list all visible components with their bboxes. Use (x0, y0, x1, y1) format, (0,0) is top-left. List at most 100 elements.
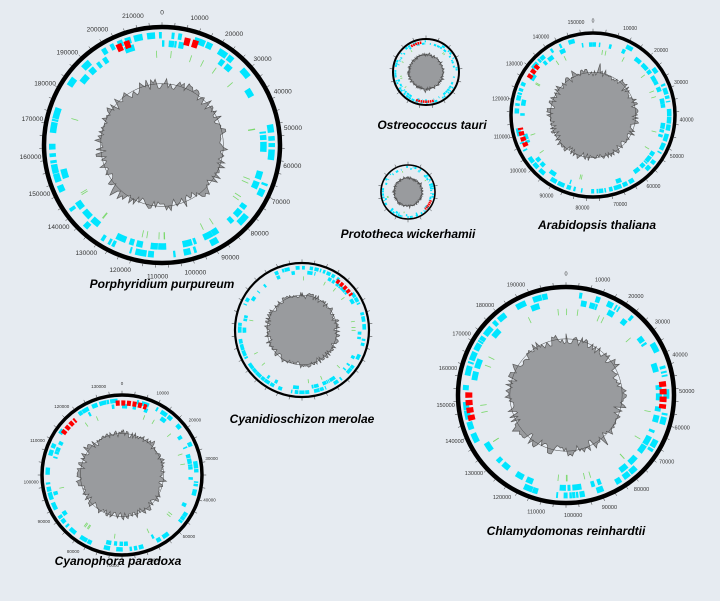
tick-label: 150000 (29, 191, 51, 198)
trna-mark (425, 180, 426, 181)
tick-mark (276, 394, 277, 396)
inverted-repeat (469, 392, 472, 421)
tick-mark (74, 229, 76, 231)
trna-mark (635, 436, 641, 439)
tick-mark (65, 219, 67, 221)
trna-mark (167, 434, 171, 437)
gene-block (597, 481, 601, 482)
tick-label: 110000 (527, 510, 545, 516)
gene-block (195, 461, 196, 468)
gene-block (523, 100, 524, 106)
trna-mark (180, 464, 185, 465)
gene-block (540, 170, 545, 174)
gene-block (183, 503, 185, 506)
gene-block (271, 150, 272, 160)
gene-block (623, 473, 629, 477)
tick-label: 130000 (506, 61, 523, 67)
gene-block (212, 230, 218, 233)
gene-block (98, 64, 101, 66)
tick-mark (244, 55, 246, 57)
trna-mark (321, 376, 323, 380)
tick-mark (661, 339, 663, 340)
tick-mark (273, 97, 275, 98)
trna-mark (540, 150, 544, 153)
trna-mark (142, 230, 143, 237)
gene-block (63, 511, 66, 515)
trna-mark (626, 338, 631, 342)
tick-mark (512, 86, 514, 87)
gene-block (69, 79, 74, 86)
gene-block (424, 175, 425, 177)
tick-mark (573, 197, 574, 199)
gene-block (412, 99, 415, 100)
tick-mark (459, 81, 461, 82)
gene-block (469, 422, 471, 430)
tick-label: 130000 (465, 471, 483, 477)
tick-mark (348, 278, 350, 280)
gene-block (139, 546, 144, 547)
tick-mark (660, 63, 662, 65)
tick-mark (378, 198, 380, 199)
tick-mark (257, 219, 259, 221)
gene-block (323, 271, 325, 272)
trna-mark (649, 91, 654, 93)
tick-label: 40000 (672, 352, 687, 358)
trna-mark (622, 57, 624, 61)
tick-mark (407, 101, 408, 103)
tick-label: 40000 (203, 498, 216, 503)
gene-block (55, 491, 56, 495)
trna-mark (254, 352, 258, 354)
gene-block (332, 281, 334, 283)
tick-mark (100, 39, 101, 41)
gene-block (498, 458, 501, 461)
tick-label: 30000 (674, 80, 688, 86)
tick-mark (327, 264, 328, 266)
tick-mark (254, 278, 256, 280)
gene-block (219, 61, 223, 64)
gene-block (442, 46, 445, 48)
gene-block (533, 298, 542, 301)
gene-block (499, 315, 506, 321)
gene-block (485, 328, 491, 336)
tick-mark (111, 33, 112, 35)
gene-block (642, 64, 647, 69)
gc-skew-profile (547, 63, 639, 160)
tick-mark (264, 209, 266, 210)
label-prototheca: Prototheca wickerhamii (341, 227, 476, 241)
gene-block (542, 296, 547, 297)
tick-label: 90000 (602, 505, 617, 511)
gene-block (390, 174, 391, 175)
tick-mark (170, 541, 171, 543)
tick-label: 0 (160, 10, 164, 17)
tick-mark (540, 285, 541, 287)
gene-block (259, 189, 262, 196)
trna-mark (577, 309, 578, 315)
gene-block (206, 45, 212, 48)
gene-block (407, 93, 409, 95)
gene-block (241, 344, 243, 350)
gene-block (651, 152, 654, 156)
tick-label: 190000 (56, 50, 78, 57)
gene-block (522, 142, 523, 143)
gene-block (449, 88, 450, 89)
gene-block (404, 53, 405, 54)
gene-block (447, 89, 449, 91)
gene-block (652, 343, 657, 352)
tick-mark (47, 512, 49, 513)
tick-mark (58, 209, 60, 210)
gene-block (406, 95, 408, 97)
tick-mark (515, 494, 516, 496)
gene-block (518, 95, 519, 100)
gene-block (652, 440, 656, 447)
trna-mark (147, 231, 148, 238)
gene-block (135, 251, 146, 253)
gene-block (449, 56, 450, 57)
gene-block (246, 298, 248, 302)
tick-mark (656, 171, 658, 173)
tick-mark (252, 64, 254, 66)
tick-mark (529, 171, 531, 173)
tick-mark (435, 198, 437, 199)
gene-block (665, 134, 667, 141)
tick-mark (444, 101, 445, 103)
